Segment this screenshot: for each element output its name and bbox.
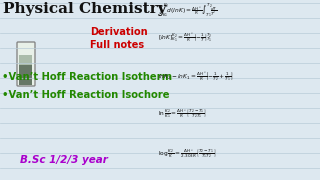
Text: Derivation: Derivation bbox=[90, 27, 148, 37]
Bar bbox=[19, 65, 32, 85]
Bar bbox=[19, 55, 32, 65]
Text: Full notes: Full notes bbox=[90, 40, 144, 50]
Text: $[\mathit{ln}K]_{K_1}^{K_2} = \frac{\Delta H^\circ}{R}\left[-\frac{1}{T}\right]_: $[\mathit{ln}K]_{K_1}^{K_2} = \frac{\Del… bbox=[158, 32, 212, 44]
Text: B.Sc 1/2/3 year: B.Sc 1/2/3 year bbox=[20, 155, 108, 165]
Text: $\log\frac{K_2}{K} = \frac{\Delta H^\circ}{2.303\,R}\left[\frac{T_2-T_1}{T_1 T_2: $\log\frac{K_2}{K} = \frac{\Delta H^\cir… bbox=[158, 148, 216, 161]
Text: $\int_{K_1}^{K_2}\!d(\mathit{ln}K) = \frac{\Delta H^\circ}{R}\int_{T_1}^{T_2}\!\: $\int_{K_1}^{K_2}\!d(\mathit{ln}K) = \fr… bbox=[158, 2, 218, 19]
FancyBboxPatch shape bbox=[17, 42, 35, 86]
Text: •Van’t Hoff Reaction Isotherm: •Van’t Hoff Reaction Isotherm bbox=[2, 72, 172, 82]
Text: $\ln\frac{K_2}{K_1} = \frac{\Delta H^\circ}{R}\left[\frac{T_2-T_1}{T_2 T_1}\righ: $\ln\frac{K_2}{K_1} = \frac{\Delta H^\ci… bbox=[158, 108, 207, 121]
Text: •Van’t Hoff Reaction Isochore: •Van’t Hoff Reaction Isochore bbox=[2, 90, 170, 100]
Text: $\mathit{ln}K_2 - \mathit{ln}K_1 = \frac{\Delta H^\circ}{R}\!\left[-\frac{1}{T_2: $\mathit{ln}K_2 - \mathit{ln}K_1 = \frac… bbox=[158, 70, 233, 83]
Text: Physical Chemistry: Physical Chemistry bbox=[3, 2, 166, 16]
